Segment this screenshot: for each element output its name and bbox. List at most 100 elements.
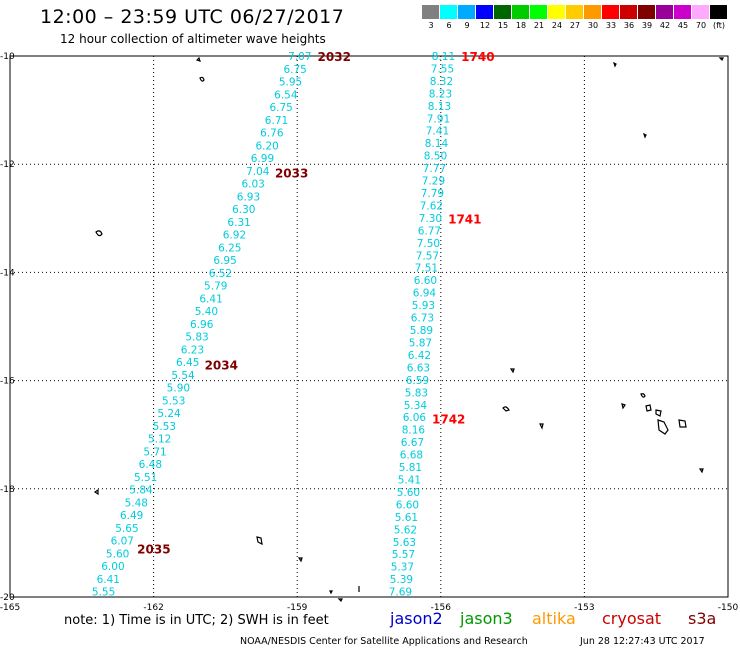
swh-value: 5.83 <box>405 387 428 399</box>
legend-swatch <box>602 5 620 19</box>
swh-value: 8.14 <box>425 138 449 150</box>
swh-value: 8.13 <box>428 101 451 113</box>
legend-swatch <box>476 5 494 19</box>
swh-value: 6.41 <box>97 574 120 586</box>
time-label: 2034 <box>205 358 238 372</box>
swh-value: 5.87 <box>409 337 432 349</box>
swh-value: 6.63 <box>407 362 430 374</box>
island <box>195 56 201 62</box>
x-tick-label: -165 <box>0 603 20 613</box>
island <box>640 393 646 398</box>
island <box>337 598 343 603</box>
swh-value: 6.60 <box>396 499 419 511</box>
swh-value: 5.57 <box>392 549 415 561</box>
swh-value: 5.95 <box>279 77 302 89</box>
legend-swatch <box>656 5 674 19</box>
satellite-tracks: 7.076.755.956.546.756.716.766.206.997.04… <box>92 50 495 599</box>
island <box>509 368 515 374</box>
legend-swatch <box>710 5 728 19</box>
swh-value: 6.75 <box>269 102 292 114</box>
island <box>297 557 303 563</box>
x-tick-label: -156 <box>431 603 452 613</box>
swh-value: 8.11 <box>432 51 455 63</box>
swh-value: 5.55 <box>92 587 115 599</box>
time-label: 2032 <box>318 50 351 64</box>
generated-timestamp: Jun 28 12:27:43 UTC 2017 <box>580 636 705 647</box>
swh-value: 6.93 <box>237 191 260 203</box>
credit-text: NOAA/NESDIS Center for Satellite Applica… <box>240 636 528 647</box>
island <box>612 61 617 68</box>
y-tick-label: -16 <box>0 377 15 387</box>
y-tick-label: -20 <box>0 593 15 603</box>
legend-swatch <box>584 5 602 19</box>
swh-value: 7.69 <box>389 587 412 599</box>
swh-value: 5.83 <box>185 332 208 344</box>
island <box>678 419 687 428</box>
swh-value: 5.53 <box>162 395 185 407</box>
swh-value: 5.93 <box>412 300 435 312</box>
swh-value: 5.84 <box>129 485 153 497</box>
swh-value: 7.62 <box>420 200 443 212</box>
swh-value: 6.48 <box>139 459 162 471</box>
legend-swatch <box>674 5 692 19</box>
swh-value: 7.29 <box>422 176 445 188</box>
swh-value: 5.79 <box>204 281 227 293</box>
swh-value: 6.49 <box>120 510 143 522</box>
swh-value: 5.54 <box>171 370 195 382</box>
legend-swatch <box>422 5 440 19</box>
swh-value: 6.71 <box>265 115 288 127</box>
x-tick-label: -162 <box>143 603 163 613</box>
island <box>199 76 205 82</box>
legend-swatch <box>494 5 512 19</box>
time-label: 1742 <box>432 412 465 426</box>
time-label: 2035 <box>137 542 170 556</box>
satellite-legend-jason3: jason3 <box>460 609 513 628</box>
island <box>502 406 510 412</box>
swh-value: 6.31 <box>227 217 250 229</box>
island <box>621 403 626 410</box>
legend-swatch <box>512 5 530 19</box>
satellite-legend-cryosat: cryosat <box>602 609 662 628</box>
y-tick-label: -14 <box>0 268 15 278</box>
swh-value: 5.37 <box>391 562 414 574</box>
island <box>93 488 99 496</box>
legend-label: 3 <box>428 21 434 30</box>
swh-value: 6.54 <box>274 89 298 101</box>
legend-label: 6 <box>446 21 452 30</box>
swh-value: 8.16 <box>402 425 426 437</box>
grid <box>10 56 728 597</box>
swh-value: 5.60 <box>106 548 129 560</box>
swh-value: 6.45 <box>176 357 199 369</box>
legend-label: 30 <box>587 21 599 30</box>
swh-value: 6.03 <box>241 179 264 191</box>
time-label: 1741 <box>448 212 481 226</box>
island <box>655 409 662 417</box>
track-jason2: 8.117.558.328.238.137.917.418.148.507.77… <box>389 50 495 599</box>
legend-label: 45 <box>677 21 689 30</box>
swh-value: 6.77 <box>418 225 441 237</box>
y-tick-label: -10 <box>0 52 15 62</box>
swh-value: 5.40 <box>195 306 218 318</box>
swh-value: 8.50 <box>424 151 447 163</box>
legend-swatch <box>530 5 548 19</box>
y-tick-label: -12 <box>0 160 15 170</box>
legend-swatch <box>440 5 458 19</box>
swh-value: 7.04 <box>246 166 270 178</box>
island <box>642 132 647 139</box>
swh-value: 5.60 <box>397 487 420 499</box>
swh-value: 5.53 <box>153 421 176 433</box>
swh-value: 5.12 <box>148 434 171 446</box>
legend-label: 27 <box>569 21 581 30</box>
legend-label: 39 <box>641 21 653 30</box>
island <box>645 404 652 412</box>
island <box>718 57 724 62</box>
swh-value: 6.20 <box>255 140 278 152</box>
swh-value: 6.41 <box>199 293 222 305</box>
swh-value: 7.50 <box>417 238 440 250</box>
swh-value: 7.91 <box>427 113 450 125</box>
swh-value: 6.06 <box>403 412 427 424</box>
swh-value: 8.32 <box>430 76 453 88</box>
swh-value: 6.73 <box>411 313 434 325</box>
island <box>329 590 333 595</box>
